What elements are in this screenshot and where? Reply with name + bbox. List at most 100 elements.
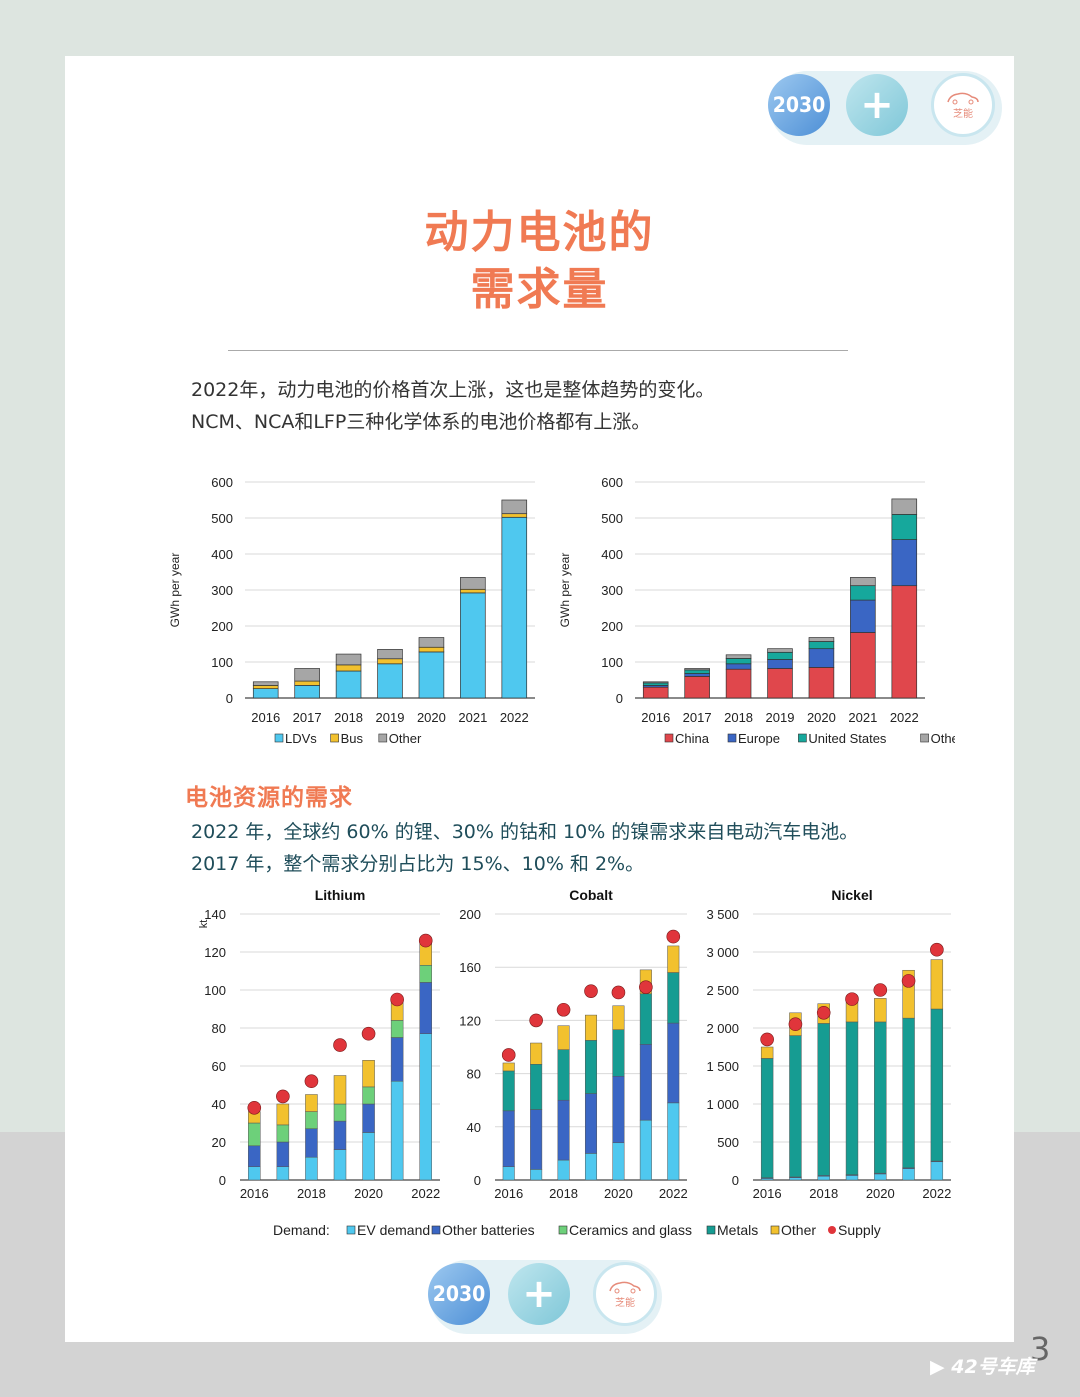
cobalt-bar-segment [557, 1159, 570, 1181]
page-title-line1: 动力电池的 [424, 207, 655, 258]
chart2-xtick-label: 2022 [890, 710, 919, 725]
cobalt-bar-segment [612, 1005, 625, 1030]
section-heading: 电池资源的需求 [185, 785, 353, 811]
cobalt-supply-point [556, 1002, 571, 1017]
chart1-bar-segment [377, 658, 403, 665]
chart2-legend-label: Other [931, 731, 955, 746]
chart2-xtick-label: 2016 [641, 710, 670, 725]
chart2-bar-segment [642, 686, 669, 699]
nickel-bar-segment [845, 1021, 859, 1175]
lithium-bar-segment [419, 1033, 432, 1181]
lithium-bar-segment [333, 1075, 347, 1105]
legend-label: EV demand [357, 1222, 430, 1238]
lithium-bar-segment [362, 1060, 375, 1088]
chart2-bar-segment [684, 673, 710, 677]
chart1-bar-segment [501, 513, 528, 518]
lithium-bar-segment [276, 1103, 290, 1126]
cobalt-bar-segment [530, 1169, 543, 1181]
chart2-bar-segment [767, 668, 793, 699]
cobalt-supply-point [666, 929, 681, 944]
chart2-bar-segment [850, 577, 876, 587]
nickel-bar-segment [874, 1173, 887, 1181]
demand-legend: Demand: EV demand Other batteries Ceramics … [273, 1222, 881, 1238]
cobalt-xtick-label: 2018 [549, 1186, 578, 1201]
nickel-ytick-label: 2 000 [706, 1021, 739, 1036]
nickel-bar-segment [817, 1023, 830, 1176]
chart2-ytick-label: 0 [616, 691, 623, 706]
cobalt-ytick-label: 200 [459, 907, 481, 922]
lithium-bar-segment [276, 1141, 290, 1167]
cobalt-bar-segment [502, 1110, 515, 1167]
lithium-xtick-label: 2020 [354, 1186, 383, 1201]
legend-swatch [346, 1225, 356, 1235]
section-line2: 2017 年，整个需求分别占比为 15%、10% 和 2%。 [191, 853, 645, 875]
chart2-ytick-label: 500 [601, 511, 623, 526]
chart2-bar-segment [850, 599, 876, 633]
page-title-line2: 需求量 [470, 264, 609, 315]
chart1-bar-segment [418, 651, 445, 699]
chart2-bar-segment [725, 663, 752, 670]
chart2-bar-segment [725, 654, 752, 659]
intro-line2: NCM、NCA和LFP三种化学体系的电池价格都有上涨。 [191, 411, 651, 433]
nickel-supply-point [845, 992, 859, 1006]
cobalt-bar-segment [530, 1042, 543, 1065]
cobalt-bar-segment [557, 1049, 570, 1101]
car-outline-icon [947, 92, 979, 104]
chart1-ytick-label: 400 [211, 547, 233, 562]
cobalt-xtick-label: 2016 [494, 1186, 523, 1201]
lithium-ytick-label: 120 [204, 945, 226, 960]
chart1-legend-label: LDVs [285, 731, 317, 746]
cobalt-bar-segment [557, 1025, 570, 1050]
chart1-xtick-label: 2018 [334, 710, 363, 725]
chart2-ytick-label: 100 [601, 655, 623, 670]
lithium-bar-segment [248, 1122, 261, 1147]
legend-swatch [770, 1225, 780, 1235]
chart2-ytick-label: 200 [601, 619, 623, 634]
cobalt-bar-segment [639, 1119, 652, 1181]
chart1-ytick-label: 600 [211, 475, 233, 490]
chart2-bar-segment [808, 648, 835, 668]
lithium-ytick-label: 80 [212, 1021, 226, 1036]
chart2-legend-swatch [920, 733, 929, 743]
nickel-bar-segment [930, 959, 944, 1010]
cobalt-xtick-label: 2020 [604, 1186, 633, 1201]
badge-2030-logo: 2030 [768, 74, 830, 136]
chart2-bar-segment [767, 659, 793, 669]
lithium-xtick-label: 2022 [411, 1186, 440, 1201]
chart2-ytick-label: 400 [601, 547, 623, 562]
chart1-ytick-label: 500 [211, 511, 233, 526]
lithium-bar-segment [362, 1103, 375, 1133]
nickel-xtick-label: 2022 [922, 1186, 951, 1201]
cobalt-title: Cobalt [569, 887, 613, 903]
chart1-xtick-label: 2016 [251, 710, 280, 725]
chart2-bar-segment [725, 658, 752, 665]
cobalt-chart: Cobalt 0 40 80 120 160 200 2016 2018 2020 2022 [459, 887, 687, 1201]
car-logo-text: 芝能 [953, 108, 973, 120]
legend-swatch-supply [828, 1226, 836, 1234]
nickel-xtick-label: 2020 [866, 1186, 895, 1201]
chart1-bar-segment [252, 688, 279, 699]
lithium-bar-segment [276, 1124, 290, 1143]
chart1-legend-label: Bus [341, 731, 364, 746]
lithium-bar-segment [305, 1094, 318, 1112]
nickel-bar-segment [930, 1161, 944, 1181]
chart1-bar-segment [418, 646, 445, 653]
chart1-ytick-label: 200 [211, 619, 233, 634]
cobalt-bar-segment [667, 945, 680, 973]
chart1-bar-segment [252, 685, 279, 689]
cobalt-bar-segment [667, 1102, 680, 1181]
chart2-xtick-label: 2021 [848, 710, 877, 725]
footer-car-outline-icon [609, 1281, 641, 1293]
watermark: ▶ 42号车库 [930, 1352, 1035, 1379]
plus-icon: + [846, 74, 908, 136]
chart2-bar-segment [684, 669, 710, 674]
cobalt-supply-point [501, 1048, 516, 1062]
chart2-ytick-label: 600 [601, 475, 623, 490]
chart1-ytick-label: 100 [211, 655, 233, 670]
lithium-supply-point [390, 992, 404, 1007]
nickel-supply-point [788, 1017, 803, 1031]
legend-prefix: Demand: [273, 1222, 330, 1238]
nickel-bar-segment [874, 998, 887, 1023]
chart2-ylabel: GWh per year [558, 553, 572, 628]
lithium-bar-segment [248, 1145, 261, 1167]
